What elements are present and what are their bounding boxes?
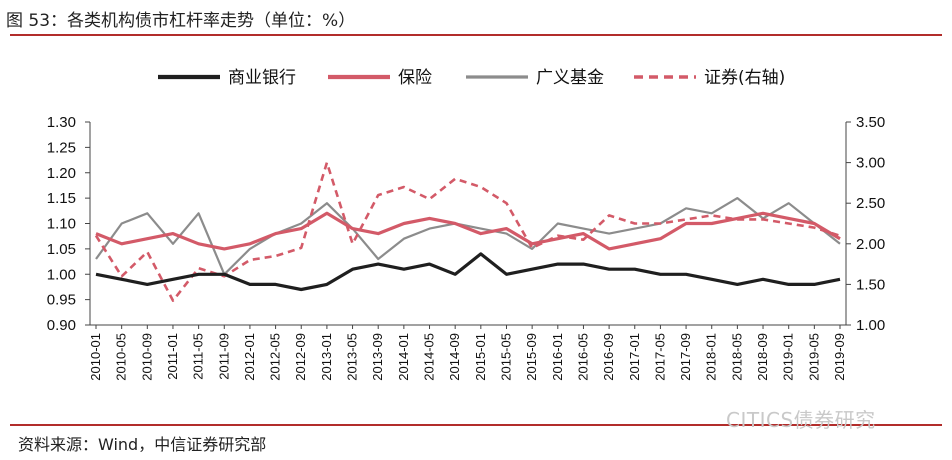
x-tick-label: 2017-05 [652, 333, 667, 381]
x-tick-label: 2014-05 [422, 333, 437, 381]
chart-series [94, 161, 841, 302]
x-tick-label: 2013-09 [370, 333, 385, 381]
legend-label-1: 保险 [398, 68, 432, 88]
left-tick-label: 0.90 [47, 317, 76, 334]
chart-axes: 0.90 0.95 1.00 1.05 1.10 1.15 1.20 1.25 1.30 1.00… [47, 114, 885, 381]
right-tick-label: 1.50 [856, 276, 885, 293]
series-line-0 [95, 252, 841, 292]
legend-label-0: 商业银行 [228, 68, 296, 88]
x-tick-label: 2017-09 [678, 333, 693, 381]
left-tick-label: 0.95 [47, 292, 76, 309]
x-tick-label: 2012-09 [293, 333, 308, 381]
x-tick-label: 2013-05 [345, 333, 360, 381]
x-tick-label: 2010-01 [88, 333, 103, 381]
legend-label-2: 广义基金 [536, 68, 604, 88]
x-tick-label: 2017-01 [627, 333, 642, 381]
left-tick-label: 1.10 [47, 216, 76, 233]
left-tick-label: 1.20 [47, 165, 76, 182]
right-tick-label: 2.50 [856, 195, 885, 212]
series-line-1 [95, 211, 841, 251]
x-tick-label: 2019-05 [806, 333, 821, 381]
series-line-3 [94, 161, 841, 302]
right-tick-label: 2.00 [856, 236, 885, 253]
x-tick-label: 2016-05 [575, 333, 590, 381]
x-tick-label: 2011-09 [216, 333, 231, 380]
x-tick-label: 2015-05 [498, 333, 513, 381]
legend-label-3: 证券(右轴) [704, 68, 785, 88]
chart-legend: 商业银行 保险 广义基金 证券(右轴) [158, 68, 785, 88]
left-tick-label: 1.00 [47, 266, 76, 283]
left-tick-label: 1.25 [47, 139, 76, 156]
left-tick-label: 1.05 [47, 241, 76, 258]
left-tick-label: 1.30 [47, 114, 76, 131]
x-tick-label: 2015-01 [473, 333, 488, 381]
x-tick-label: 2011-01 [165, 333, 180, 380]
source-note: 资料来源：Wind，中信证券研究部 [18, 435, 267, 454]
x-tick-label: 2014-09 [447, 333, 462, 381]
x-tick-label: 2014-01 [396, 333, 411, 381]
x-tick-label: 2018-01 [704, 333, 719, 381]
x-tick-label: 2012-05 [268, 333, 283, 381]
x-tick-label: 2019-01 [781, 333, 796, 381]
right-tick-label: 1.00 [856, 317, 885, 334]
x-tick-label: 2015-09 [524, 333, 539, 381]
x-tick-label: 2010-05 [114, 333, 129, 381]
x-tick-label: 2012-01 [242, 333, 257, 381]
watermark: CITICS债券研究 [726, 408, 876, 432]
x-tick-label: 2018-09 [755, 333, 770, 381]
x-tick-label: 2010-09 [139, 333, 154, 381]
x-tick-label: 2019-09 [832, 333, 847, 381]
right-tick-label: 3.50 [856, 114, 885, 131]
x-tick-label: 2016-01 [550, 333, 565, 381]
x-tick-label: 2018-05 [729, 333, 744, 381]
series-line-2 [95, 197, 841, 276]
x-tick-label: 2016-09 [601, 333, 616, 381]
bottom-rule [10, 424, 942, 426]
left-tick-label: 1.15 [47, 190, 76, 207]
top-rule [10, 34, 942, 36]
x-tick-label: 2013-01 [319, 333, 334, 381]
x-tick-label: 2011-05 [191, 333, 206, 380]
chart-title: 图 53：各类机构债市杠杆率走势（单位：%） [6, 11, 356, 31]
right-tick-label: 3.00 [856, 155, 885, 172]
